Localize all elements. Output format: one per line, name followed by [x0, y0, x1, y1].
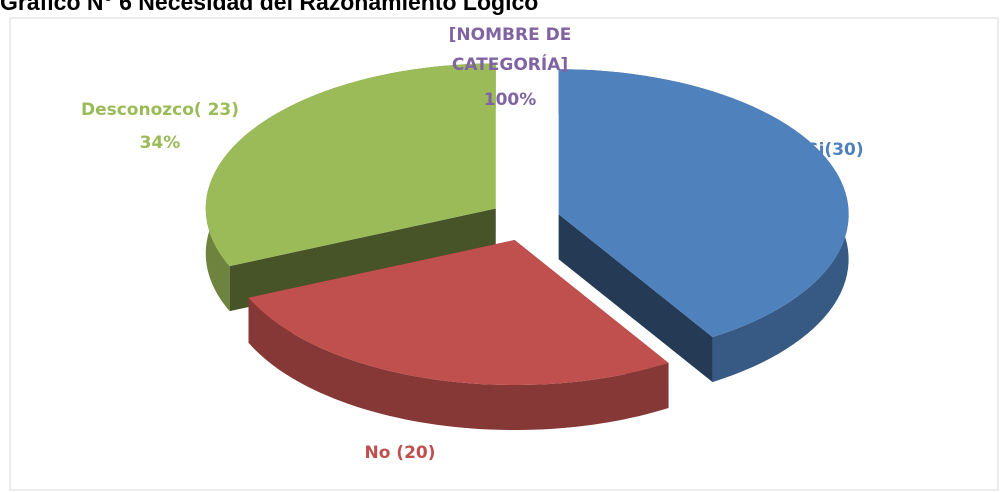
slice-top: [558, 69, 849, 338]
chart-title: Gráfico N° 6 Necesidad del Razonamiento …: [0, 0, 538, 15]
data-label: Desconozco( 23): [81, 100, 239, 120]
slice-side: [248, 297, 669, 431]
data-label: No (20): [364, 443, 435, 463]
slice-wall: [229, 208, 496, 312]
slice-top: [248, 240, 669, 386]
annotation: [NOMBRE DE: [449, 25, 572, 45]
annotation: CATEGORÍA]: [452, 53, 568, 75]
data-label: Si(30): [806, 140, 863, 160]
pie-slice: [558, 69, 849, 383]
pie-slice: [248, 240, 669, 431]
slice-wall: [558, 214, 713, 383]
pie-slice: [205, 63, 496, 312]
annotation: 100%: [484, 90, 537, 110]
slice-top: [205, 63, 496, 267]
annotation: 34%: [140, 133, 181, 153]
